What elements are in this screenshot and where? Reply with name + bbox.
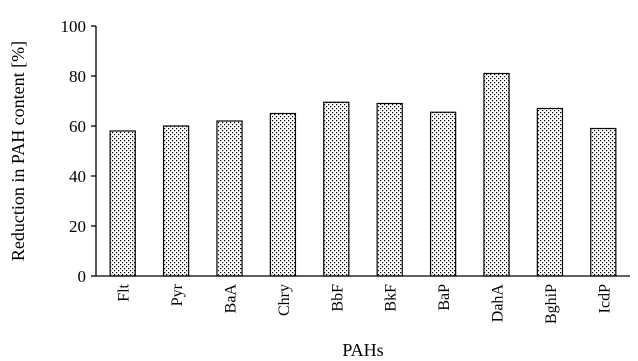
x-tick-label: Chry (276, 284, 293, 316)
y-axis-ticks: 0 20 40 60 80 100 (61, 17, 96, 286)
y-tick-label: 20 (69, 217, 86, 236)
bar-bghip (536, 107, 564, 277)
x-axis-title: PAHs (342, 340, 383, 360)
x-tick-label: Pyr (169, 283, 186, 306)
x-tick-label: BbF (329, 284, 346, 312)
x-tick-label: BghiP (543, 284, 560, 324)
x-tick-label: BaA (223, 284, 240, 314)
bar-icdp (590, 127, 617, 277)
bar-bkf (376, 102, 403, 277)
bar-baa (216, 120, 243, 277)
y-axis-title: Reduction in PAH content [%] (8, 41, 28, 261)
bar-pyr (162, 125, 190, 277)
bar-daha (483, 72, 510, 277)
bar-bbf (323, 101, 350, 277)
bar-bap (429, 111, 457, 277)
x-tick-label: BaP (436, 284, 453, 311)
y-tick-label: 0 (78, 267, 87, 286)
y-tick-label: 40 (69, 167, 86, 186)
x-tick-label: IcdP (596, 284, 613, 313)
y-tick-label: 60 (69, 117, 86, 136)
x-tick-label: DahA (490, 284, 507, 323)
x-tick-label: Flt (116, 283, 133, 301)
y-tick-label: 100 (61, 17, 87, 36)
bar-chry (269, 112, 297, 277)
bar-flt (109, 130, 136, 277)
x-tick-label: BkF (383, 284, 400, 312)
x-axis-tick-labels: Flt Pyr BaA Chry BbF BkF BaP DahA BghiP IcdP (116, 283, 614, 324)
bars (109, 72, 617, 277)
y-tick-label: 80 (69, 67, 86, 86)
